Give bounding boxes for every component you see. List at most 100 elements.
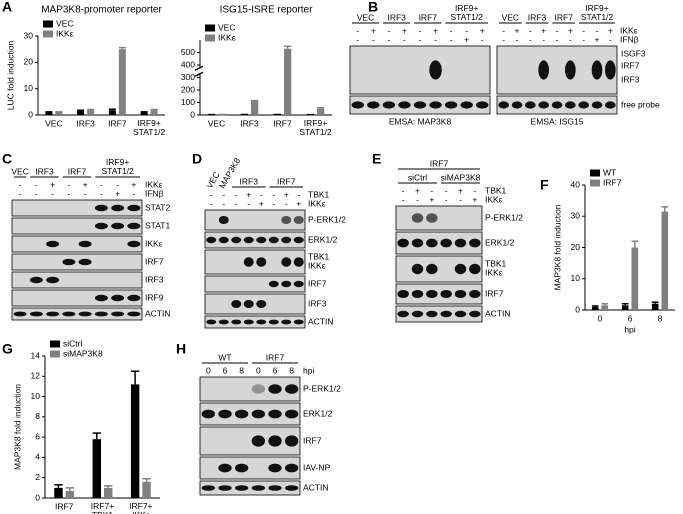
band	[62, 311, 76, 317]
band	[413, 101, 427, 109]
treatment-sign: -	[67, 179, 70, 189]
y-tick-label: 0	[190, 109, 195, 119]
legend-swatch	[590, 169, 600, 177]
band	[605, 101, 616, 109]
panel-label: B	[368, 0, 378, 15]
band	[127, 311, 141, 317]
treatment-sign: -	[596, 25, 599, 35]
legend-swatch	[205, 24, 215, 32]
y-tick-label: 0	[35, 492, 40, 502]
row-label: P-ERK1/2	[485, 212, 523, 222]
band	[29, 311, 43, 317]
treatment-sign: 8	[239, 365, 244, 375]
blot-strip	[395, 283, 483, 305]
blot-strip	[11, 199, 143, 217]
lane-label: IRF3	[528, 12, 547, 22]
treatment-sign: -	[430, 185, 433, 195]
band	[538, 60, 550, 80]
band	[293, 236, 304, 244]
row-label: TBK1 IKKε	[485, 259, 507, 278]
row-label: ERK1/2	[303, 408, 333, 418]
x-tick-label: IRF3	[76, 118, 95, 128]
row-label: ERK1/2	[308, 234, 338, 244]
treatment-sign: -	[529, 34, 532, 44]
band	[285, 463, 299, 473]
band	[398, 101, 411, 109]
lane-label: IRF7	[266, 352, 285, 362]
band	[46, 311, 60, 317]
lane-label: MAP3K8	[217, 156, 243, 190]
band	[444, 101, 458, 109]
legend-label: WT	[603, 167, 616, 177]
x-axis-label: hpi	[624, 324, 635, 334]
band	[46, 276, 60, 284]
bar	[65, 490, 75, 498]
y-axis-label: MAP3K8 fold induction	[12, 384, 22, 470]
band	[256, 236, 267, 244]
band	[281, 216, 292, 224]
band	[268, 236, 279, 244]
band	[469, 310, 481, 318]
gel-caption: EMSA: ISG15	[531, 116, 584, 126]
treatment-label: TBK1	[308, 189, 330, 199]
treatment-sign: -	[450, 34, 453, 44]
blot-strip	[204, 209, 306, 231]
band-label: ISGF3	[621, 48, 646, 58]
band	[218, 319, 229, 325]
band	[469, 238, 481, 248]
bar	[54, 487, 63, 498]
band	[426, 263, 438, 275]
treatment-sign: -	[481, 34, 484, 44]
y-tick-label: 40	[571, 179, 581, 189]
treatment-sign: -	[235, 198, 238, 208]
bar	[591, 306, 599, 310]
band	[13, 311, 27, 317]
band	[426, 310, 438, 318]
band	[293, 257, 304, 267]
band-label: IRF3	[621, 74, 640, 84]
legend-label: IKKε	[218, 32, 236, 42]
axis-break	[196, 68, 204, 75]
band	[281, 280, 292, 288]
blot-strip	[199, 376, 301, 402]
band	[218, 463, 232, 473]
legend-swatch	[50, 350, 60, 358]
treatment-sign: -	[609, 34, 612, 44]
band	[281, 257, 292, 267]
band	[231, 300, 242, 308]
treatment-sign: +	[50, 179, 55, 189]
band	[111, 311, 125, 317]
legend-label: IKKε	[56, 28, 74, 38]
treatment-sign: +	[415, 185, 420, 195]
bar	[661, 211, 669, 310]
treatment-sign: -	[100, 179, 103, 189]
lane-label: VEC	[502, 12, 519, 22]
treatment-sign: -	[247, 198, 250, 208]
treatment-sign: +	[472, 194, 477, 204]
blot-strip	[11, 271, 143, 289]
x-tick-label: IRF7+TBK1	[91, 501, 114, 514]
row-label: IRF7	[303, 435, 322, 445]
band	[411, 263, 424, 275]
band	[285, 409, 299, 419]
band-label: IRF7	[621, 60, 640, 70]
band	[127, 294, 141, 302]
band	[565, 101, 576, 109]
band	[251, 485, 265, 491]
band	[256, 300, 267, 308]
treatment-sign: -	[387, 25, 390, 35]
band	[367, 101, 380, 109]
band	[206, 319, 217, 325]
band	[231, 319, 242, 325]
bar	[118, 49, 126, 115]
band	[476, 101, 489, 109]
band	[397, 238, 409, 248]
band	[94, 294, 108, 302]
treatment-sign: +	[568, 25, 573, 35]
lane-label: IRF7	[419, 12, 438, 22]
band	[94, 222, 108, 230]
band	[218, 409, 232, 419]
row-label: ACTIN	[485, 308, 511, 318]
band	[591, 101, 603, 109]
